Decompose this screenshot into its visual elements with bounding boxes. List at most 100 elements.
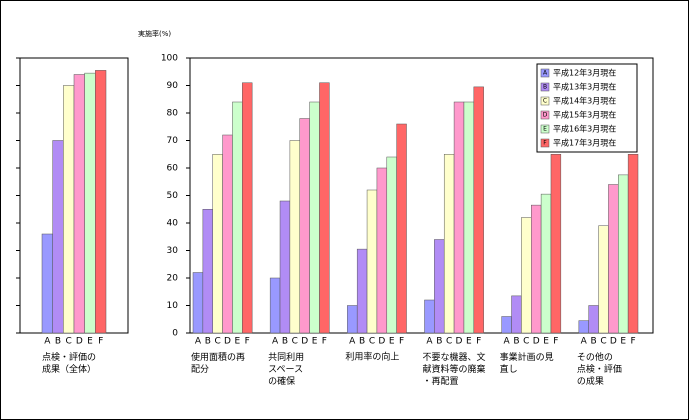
bar bbox=[366, 189, 378, 334]
legend-letter: D bbox=[543, 112, 548, 119]
bar-letter: B bbox=[205, 337, 211, 347]
bar bbox=[52, 140, 64, 334]
bar-letter: B bbox=[282, 337, 288, 347]
x-tick-label: 事業計画の見直し bbox=[500, 351, 554, 375]
x-tick-label: 不要な機器、文献資料等の廃棄・再配置 bbox=[423, 351, 486, 387]
bar-letter: E bbox=[543, 337, 549, 347]
legend-box bbox=[536, 63, 638, 153]
bar-letter: E bbox=[312, 337, 318, 347]
bar-letter: A bbox=[504, 337, 511, 347]
bar-letter: D bbox=[456, 337, 463, 347]
bar bbox=[95, 70, 107, 334]
bar bbox=[319, 82, 330, 334]
legend-label: 平成13年3月現在 bbox=[553, 82, 616, 92]
legend-letter: B bbox=[543, 84, 547, 91]
legend-label: 平成16年3月現在 bbox=[553, 124, 616, 134]
legend-swatch bbox=[540, 96, 550, 106]
bar-letter: B bbox=[359, 337, 365, 347]
bar-letter: E bbox=[389, 337, 395, 347]
y-tick-label: 70 bbox=[167, 136, 179, 146]
bar-letter: C bbox=[523, 337, 529, 347]
x-tick-label: その他の点検・評価の成果 bbox=[577, 351, 622, 387]
y-tick-label: 30 bbox=[167, 246, 179, 256]
bar-letter: D bbox=[224, 337, 231, 347]
bar bbox=[279, 200, 291, 334]
legend-swatch bbox=[540, 82, 550, 92]
y-tick-label: 0 bbox=[172, 329, 178, 339]
bar-letter: E bbox=[235, 337, 241, 347]
legend-letter: E bbox=[543, 126, 547, 133]
bar-letter: D bbox=[378, 337, 385, 347]
bar-letter: B bbox=[513, 337, 519, 347]
bar bbox=[501, 316, 512, 334]
legend-label: 平成17年3月現在 bbox=[553, 138, 616, 148]
bar bbox=[232, 101, 243, 334]
bar-letter: F bbox=[476, 337, 481, 347]
legend-letter: C bbox=[543, 98, 547, 105]
bar bbox=[269, 277, 281, 334]
bar bbox=[376, 167, 388, 334]
y-tick-label: 100 bbox=[161, 54, 178, 64]
bar bbox=[434, 239, 445, 334]
bar-letter: F bbox=[399, 337, 404, 347]
bar-letter: D bbox=[76, 337, 83, 347]
bar bbox=[73, 74, 85, 334]
bar bbox=[521, 217, 532, 334]
y-tick-label: 10 bbox=[167, 301, 179, 311]
bar-letter: F bbox=[553, 337, 558, 347]
y-tick-label: 90 bbox=[167, 81, 179, 91]
y-tick-label: 40 bbox=[167, 219, 179, 229]
bar-letter: E bbox=[87, 337, 93, 347]
legend-letter: A bbox=[543, 70, 548, 77]
bar bbox=[627, 154, 639, 334]
x-tick-label: 利用率の向上 bbox=[345, 351, 399, 363]
bar-letter: F bbox=[98, 337, 103, 347]
bar bbox=[222, 134, 233, 334]
y-tick-label: 80 bbox=[167, 109, 179, 119]
bar bbox=[608, 184, 619, 334]
bar-letter: B bbox=[591, 337, 597, 347]
x-tick-label: 使用面積の再配分 bbox=[191, 351, 245, 375]
bar-letter: D bbox=[533, 337, 540, 347]
bar bbox=[540, 193, 552, 334]
legend-swatch bbox=[540, 110, 550, 120]
bar bbox=[511, 295, 522, 334]
x-tick-label: 共同利用スペースの確保 bbox=[268, 351, 304, 387]
bar bbox=[463, 101, 475, 334]
bar bbox=[550, 154, 562, 334]
legend-swatch bbox=[540, 138, 550, 148]
bar-letter: C bbox=[369, 337, 375, 347]
bar-letter: C bbox=[600, 337, 606, 347]
bar-letter: B bbox=[55, 337, 61, 347]
bar bbox=[289, 140, 300, 334]
bar bbox=[242, 82, 253, 334]
x-tick-label: 点検・評価の成果（全体） bbox=[42, 351, 96, 375]
bar bbox=[41, 233, 53, 334]
bar bbox=[588, 305, 599, 334]
bar bbox=[618, 174, 629, 334]
bar bbox=[309, 101, 320, 334]
legend-label: 平成14年3月現在 bbox=[553, 96, 616, 106]
bar-letter: B bbox=[436, 337, 442, 347]
bar-letter: D bbox=[301, 337, 308, 347]
y-tick-label: 60 bbox=[167, 164, 179, 174]
bar-letter: A bbox=[349, 337, 356, 347]
bar bbox=[347, 305, 358, 334]
bar bbox=[578, 320, 589, 334]
legend-swatch bbox=[540, 68, 550, 78]
bar bbox=[212, 154, 223, 334]
bar-letter: A bbox=[195, 337, 202, 347]
y-tick-label: 50 bbox=[167, 191, 179, 201]
legend-label: 平成12年3月現在 bbox=[553, 68, 616, 78]
bar bbox=[386, 156, 397, 334]
bar-letter: C bbox=[292, 337, 298, 347]
bar-letter: C bbox=[446, 337, 452, 347]
bar bbox=[84, 72, 96, 334]
bar-letter: A bbox=[426, 337, 433, 347]
bar bbox=[598, 225, 609, 334]
bar-letter: E bbox=[620, 337, 626, 347]
bar bbox=[424, 299, 435, 334]
bar bbox=[453, 101, 465, 334]
bar bbox=[202, 209, 213, 334]
